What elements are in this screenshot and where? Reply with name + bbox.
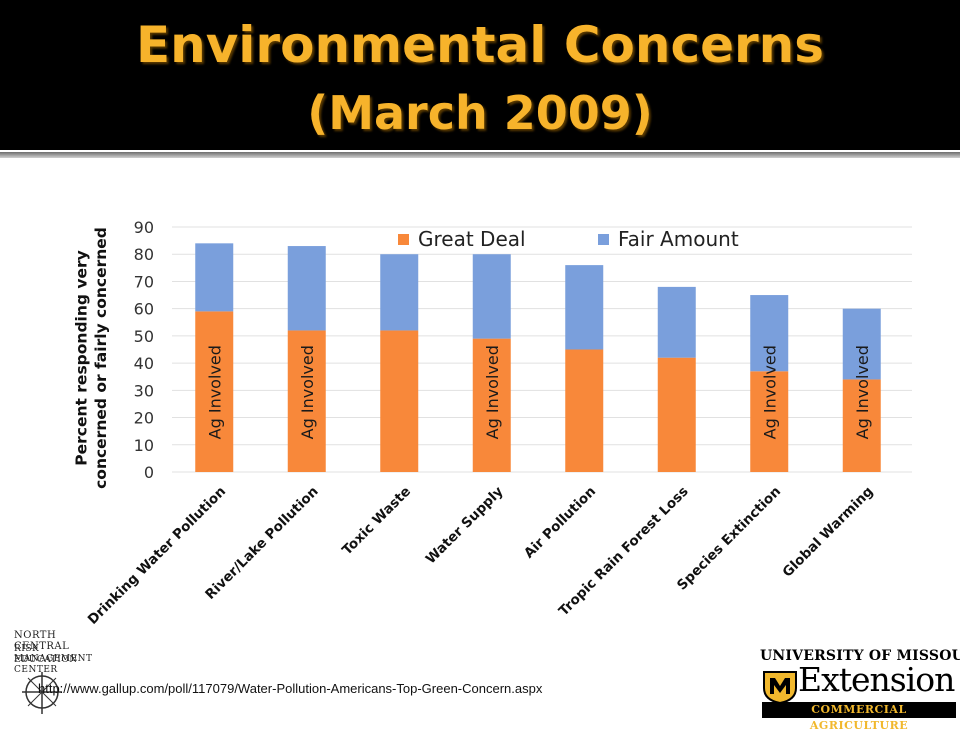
bar-great-deal	[750, 371, 789, 472]
ncr-name-line2: RISK MANAGEMENT	[14, 644, 93, 664]
y-tick-label: 50	[134, 327, 154, 346]
bar-fair-amount	[195, 243, 234, 312]
bar-great-deal	[287, 330, 326, 472]
y-tick-label: 90	[134, 218, 154, 237]
mu-university-name: UNIVERSITY OF MISSOURI	[760, 648, 960, 664]
legend-swatch	[398, 234, 409, 245]
bar-fair-amount	[657, 286, 696, 358]
mu-extension-wordmark: Extension	[798, 660, 955, 699]
bar-fair-amount	[565, 265, 604, 350]
compass-icon	[22, 672, 62, 714]
y-tick-label: 80	[134, 245, 154, 264]
ncr-name-line1: NORTH CENTRAL	[14, 630, 70, 652]
bar-great-deal	[657, 357, 696, 472]
ag-involved-label: Ag Involved	[853, 345, 872, 439]
bar-fair-amount	[472, 254, 511, 339]
ag-involved-label: Ag Involved	[205, 345, 224, 439]
slide-subtitle: (March 2009)	[307, 86, 653, 140]
bar-great-deal	[195, 311, 234, 472]
y-tick-label: 30	[134, 381, 154, 400]
slide-title: Environmental Concerns	[135, 16, 825, 74]
source-url: http://www.gallup.com/poll/117079/Water-…	[38, 681, 543, 696]
legend-label: Fair Amount	[618, 227, 739, 251]
stacked-bar-chart: 0 10 20 30 40 50 60 70 80 90 Percent responding ve…	[73, 218, 912, 628]
category-label: Global Warming	[780, 484, 877, 581]
bar-fair-amount	[842, 308, 881, 380]
bar-great-deal	[472, 338, 511, 472]
bar-great-deal	[380, 330, 419, 472]
title-bar: Environmental Concerns (March 2009)	[0, 0, 960, 150]
category-label: Toxic Waste	[339, 484, 414, 559]
ag-involved-label: Ag Involved	[760, 345, 779, 439]
mu-shield-icon	[763, 671, 797, 704]
bar-fair-amount	[380, 254, 419, 331]
ncr-name-line3: EDUCATION CENTER	[14, 655, 78, 675]
y-tick-label: 40	[134, 354, 154, 373]
bar-great-deal	[842, 379, 881, 472]
ag-involved-label: Ag Involved	[298, 345, 317, 439]
legend-label: Great Deal	[418, 227, 526, 251]
y-tick-label: 60	[134, 300, 154, 319]
y-tick-label: 10	[134, 436, 154, 455]
bar-fair-amount	[287, 246, 326, 331]
category-label: Water Supply	[423, 483, 507, 567]
y-tick-label: 0	[144, 463, 154, 482]
category-label: Air Pollution	[521, 484, 599, 562]
mu-extension-logo: UNIVERSITY OF MISSOURI Extension COMMERC…	[760, 648, 960, 732]
bar-great-deal	[565, 349, 604, 472]
category-label: Species Extinction	[674, 484, 784, 594]
title-divider	[0, 152, 960, 158]
category-label: Drinking Water Pollution	[85, 484, 229, 628]
y-axis-label: Percent responding veryconcerned or fair…	[73, 227, 110, 489]
legend-swatch	[598, 234, 609, 245]
bar-fair-amount	[750, 295, 789, 372]
y-tick-label: 20	[134, 409, 154, 428]
mu-commercial-ag-bar: COMMERCIAL AGRICULTURE	[762, 702, 956, 732]
y-tick-label: 70	[134, 272, 154, 291]
north-central-risk-logo: NORTH CENTRAL RISK MANAGEMENT EDUCATION …	[4, 622, 104, 718]
ag-involved-label: Ag Involved	[483, 345, 502, 439]
